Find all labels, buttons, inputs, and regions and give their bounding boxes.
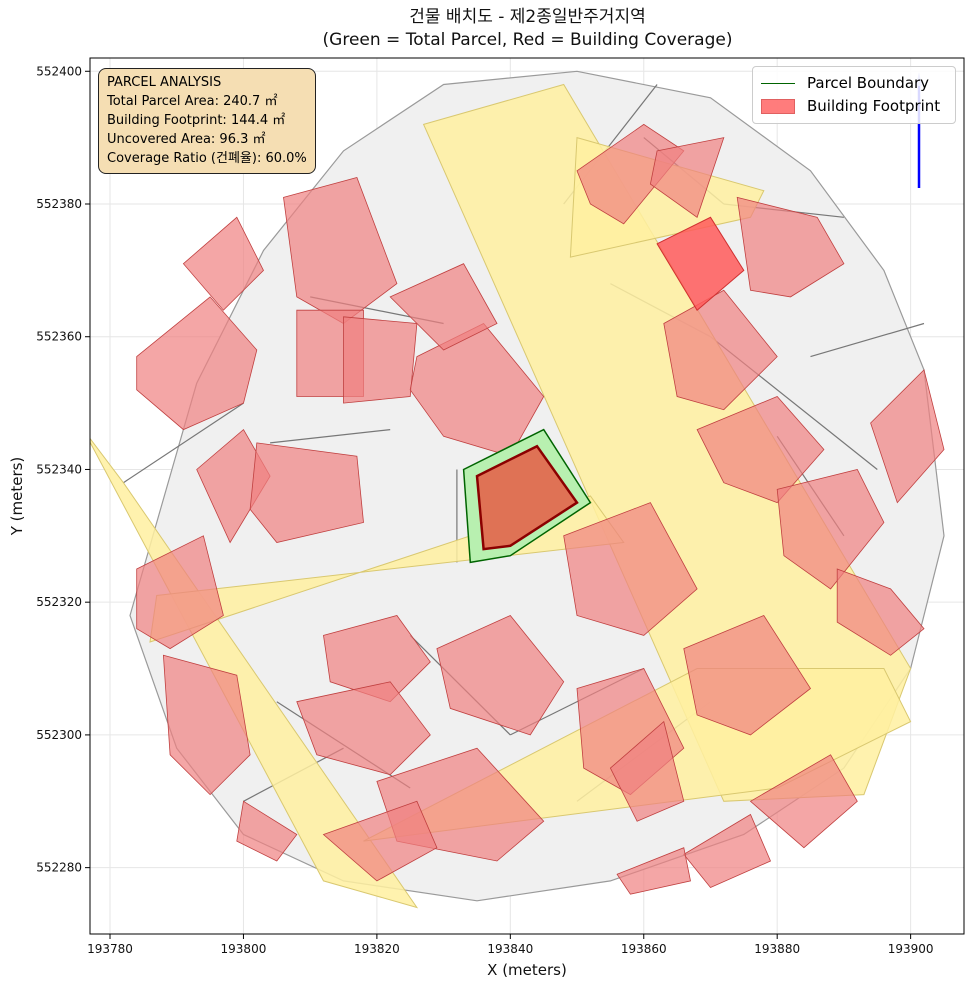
building-footprint <box>323 615 431 703</box>
x-axis-label: X (meters) <box>487 961 567 979</box>
y-tick-label: 552340 <box>36 462 82 476</box>
legend-item-parcel: Parcel Boundary <box>761 72 929 94</box>
target-building-footprint <box>475 444 579 551</box>
building-footprint <box>576 123 685 225</box>
building-footprint-highlight <box>656 216 745 311</box>
legend-item-building: Building Footprint <box>761 95 940 117</box>
title-line-2: (Green = Total Parcel, Red = Building Co… <box>322 30 733 50</box>
building-footprint <box>563 502 698 636</box>
map-layers <box>90 70 945 909</box>
building-footprint <box>776 469 885 590</box>
x-tick-label: 193900 <box>888 942 934 956</box>
building-footprint <box>136 535 224 650</box>
info-coverage: Coverage Ratio (건폐율): 60.0% <box>107 151 307 166</box>
building-footprint <box>683 615 812 736</box>
x-tick-label: 193880 <box>754 942 800 956</box>
y-tick-label: 552400 <box>36 64 82 78</box>
y-tick-label: 552360 <box>36 330 82 344</box>
building-footprint <box>870 369 945 504</box>
building-footprint <box>609 720 685 822</box>
axis-ticks: 193780 193800 193820 193840 193860 193880 1939… <box>36 64 933 956</box>
info-total-area: Total Parcel Area: 240.7 ㎡ <box>107 94 278 109</box>
lot-line <box>270 429 391 444</box>
info-heading: PARCEL ANALYSIS <box>107 75 222 90</box>
building-footprint <box>696 396 825 504</box>
y-tick-label: 552380 <box>36 197 82 211</box>
building-footprint <box>236 800 298 862</box>
building-footprint <box>162 654 251 796</box>
building-footprint <box>136 296 258 431</box>
legend-line-swatch <box>761 82 795 84</box>
y-tick-label: 552280 <box>36 861 82 875</box>
building-footprint <box>836 568 925 656</box>
building-footprint <box>436 615 565 736</box>
y-tick-label: 552320 <box>36 595 82 609</box>
building-footprint <box>736 196 845 298</box>
legend-label-building: Building Footprint <box>807 97 941 115</box>
parcel-analysis-box: PARCEL ANALYSIS Total Parcel Area: 240.7… <box>98 68 316 174</box>
chart-title: 건물 배치도 - 제2종일반주거지역 (Green = Total Parcel… <box>90 6 965 52</box>
x-tick-label: 193780 <box>87 942 133 956</box>
title-line-1: 건물 배치도 - 제2종일반주거지역 <box>409 7 646 27</box>
building-footprint <box>616 847 691 895</box>
legend: Parcel Boundary Building Footprint <box>752 66 956 124</box>
legend-label-parcel: Parcel Boundary <box>807 74 930 92</box>
axes-frame <box>89 57 965 935</box>
building-footprint <box>249 442 364 543</box>
building-footprint <box>283 177 398 324</box>
x-tick-label: 193860 <box>621 942 667 956</box>
building-footprint <box>649 137 725 218</box>
info-uncovered: Uncovered Area: 96.3 ㎡ <box>107 132 266 147</box>
lot-line <box>810 322 925 358</box>
x-tick-label: 193840 <box>487 942 533 956</box>
lot-line <box>123 402 244 484</box>
x-tick-label: 193820 <box>354 942 400 956</box>
building-footprint <box>296 681 431 776</box>
building-footprint <box>389 263 498 351</box>
building-footprint <box>343 316 418 404</box>
info-footprint: Building Footprint: 144.4 ㎡ <box>107 113 286 128</box>
y-axis-label: Y (meters) <box>8 457 26 537</box>
building-footprint <box>749 754 858 849</box>
building-footprint <box>683 813 772 888</box>
building-footprint <box>322 800 438 882</box>
legend-patch-swatch <box>761 98 795 114</box>
x-tick-label: 193800 <box>221 942 267 956</box>
building-footprint <box>182 216 264 311</box>
y-tick-label: 552300 <box>36 728 82 742</box>
